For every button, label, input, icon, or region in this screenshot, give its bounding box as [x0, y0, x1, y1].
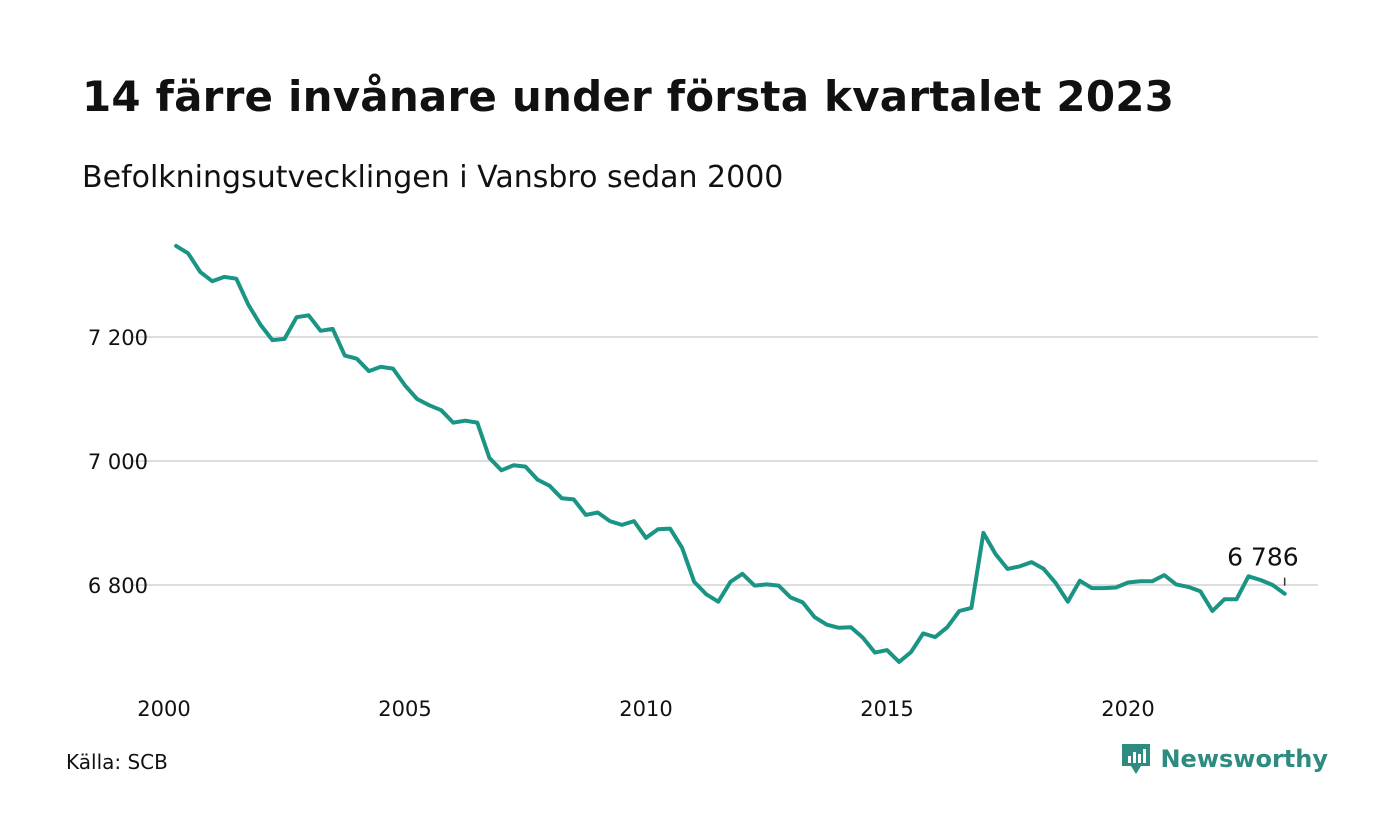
brand-name: Newsworthy: [1160, 745, 1328, 773]
source-note: Källa: SCB: [66, 750, 168, 774]
y-tick-label: 7 000: [88, 450, 148, 474]
population-series-line: [174, 243, 1287, 664]
brand-logo: Newsworthy: [1120, 742, 1328, 776]
newsworthy-logo-icon: [1122, 744, 1151, 774]
chart-subtitle: Befolkningsutvecklingen i Vansbro sedan …: [82, 160, 784, 195]
x-tick-label: 2000: [137, 697, 190, 721]
x-tick-label: 2005: [378, 697, 431, 721]
x-tick-label: 2010: [619, 697, 672, 721]
x-tick-label: 2020: [1101, 697, 1154, 721]
end-value-label: 6 786: [1227, 543, 1299, 572]
x-tick-label: 2015: [860, 697, 913, 721]
y-tick-label: 6 800: [88, 574, 148, 598]
y-tick-label: 7 200: [88, 326, 148, 350]
chart-title: 14 färre invånare under första kvartalet…: [82, 72, 1175, 121]
